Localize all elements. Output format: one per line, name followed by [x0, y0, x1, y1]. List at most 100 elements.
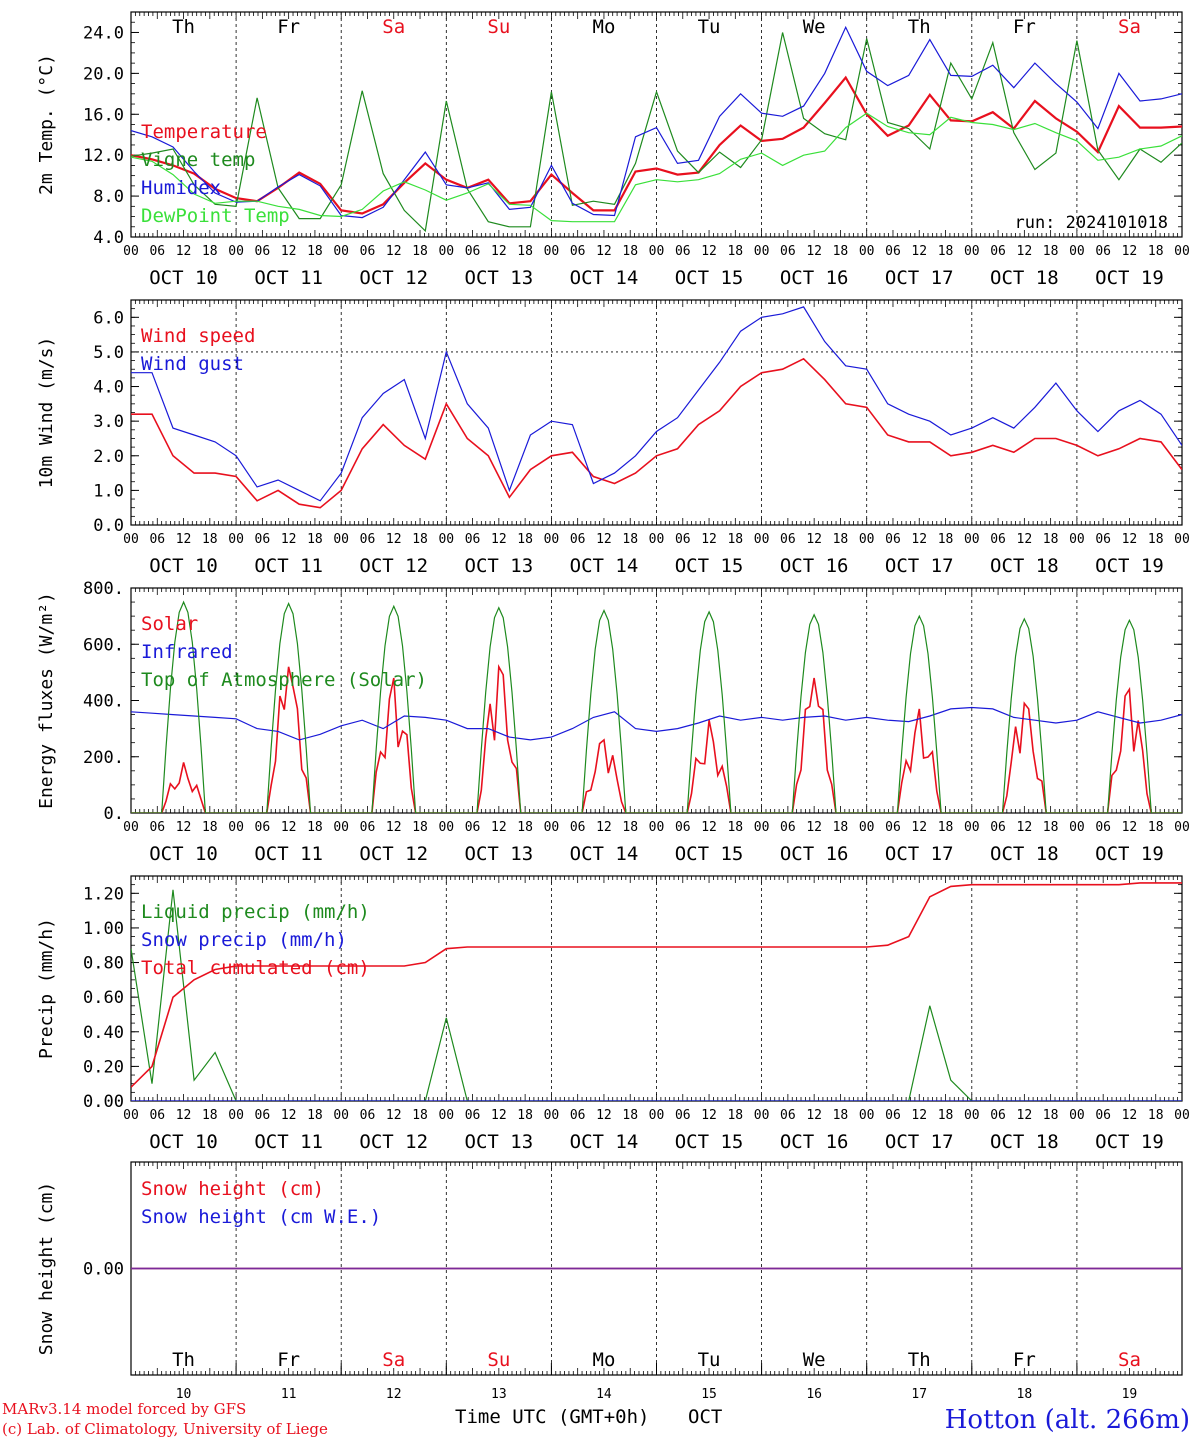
hour-tick-label: 12	[1017, 532, 1033, 547]
day-name-label: Mo	[593, 16, 616, 38]
legend-entry: Snow height (cm W.E.)	[141, 1206, 381, 1228]
hour-tick-label: 18	[622, 820, 638, 835]
hour-tick-label: 06	[675, 244, 691, 259]
hour-tick-label: 00	[859, 532, 875, 547]
day-number-label: 18	[1017, 1387, 1033, 1402]
date-label: OCT 10	[149, 843, 218, 865]
hour-tick-label: 12	[176, 244, 192, 259]
hour-tick-label: 18	[622, 1108, 638, 1123]
day-name-label: Sa	[382, 16, 405, 38]
date-label: OCT 14	[570, 555, 639, 577]
day-name-label: Su	[487, 16, 510, 38]
hour-tick-label: 18	[1148, 532, 1164, 547]
y-tick-label: 24.0	[83, 23, 124, 43]
hour-tick-label: 06	[570, 820, 586, 835]
day-name-label: Fr	[277, 16, 300, 38]
date-label: OCT 15	[675, 843, 744, 865]
date-label: OCT 18	[990, 267, 1059, 289]
hour-tick-label: 00	[228, 532, 244, 547]
day-name-label: We	[803, 1349, 826, 1371]
hour-tick-label: 12	[701, 532, 717, 547]
legend-entry: Wind gust	[141, 353, 244, 375]
hour-tick-label: 12	[1017, 820, 1033, 835]
hour-tick-label: 18	[938, 532, 954, 547]
hour-tick-label: 06	[990, 532, 1006, 547]
hour-tick-label: 12	[596, 1108, 612, 1123]
hour-tick-label: 12	[491, 820, 507, 835]
hour-tick-label: 06	[675, 532, 691, 547]
hour-tick-label: 06	[1095, 532, 1111, 547]
day-name-label: Tu	[698, 16, 721, 38]
plot-area	[131, 306, 1182, 509]
series-line-top-of-atmosphere-solar-	[131, 600, 1182, 813]
panel-energy: 0. 200. 400. 600. 800. Energy fluxes (W/m²) So…	[36, 579, 1190, 865]
hour-tick-label: 06	[149, 244, 165, 259]
plot-area	[131, 25, 1182, 233]
date-label: OCT 17	[885, 843, 954, 865]
hour-tick-label: 18	[517, 532, 533, 547]
hour-tick-label: 18	[1043, 820, 1059, 835]
date-label: OCT 15	[675, 1131, 744, 1153]
series-line-wind-gust	[131, 306, 1182, 502]
hour-tick-label: 06	[780, 244, 796, 259]
date-label: OCT 12	[359, 267, 428, 289]
hour-tick-label: 06	[255, 1108, 271, 1123]
hour-tick-label: 00	[1174, 532, 1190, 547]
y-tick-label: 400.	[83, 692, 124, 712]
legend-entry: Wind speed	[141, 325, 255, 347]
plot-area	[131, 600, 1182, 813]
y-axis-title: 10m Wind (m/s)	[36, 337, 57, 489]
hour-tick-label: 12	[1122, 1108, 1138, 1123]
hour-tick-label: 00	[123, 1108, 139, 1123]
hour-tick-label: 12	[701, 820, 717, 835]
hour-tick-label: 00	[544, 820, 560, 835]
hour-tick-label: 18	[833, 1108, 849, 1123]
hour-tick-label: 00	[754, 532, 770, 547]
date-label: OCT 19	[1095, 1131, 1164, 1153]
day-number-label: 14	[596, 1387, 612, 1402]
day-number-label: 11	[281, 1387, 297, 1402]
hour-tick-label: 00	[333, 820, 349, 835]
legend-entry: Top of Atmosphere (Solar)	[141, 669, 427, 691]
y-axis-title: 2m Temp. (°C)	[36, 54, 57, 195]
hour-tick-label: 18	[412, 532, 428, 547]
date-label: OCT 16	[780, 1131, 849, 1153]
hour-tick-label: 18	[727, 820, 743, 835]
hour-tick-label: 00	[228, 1108, 244, 1123]
date-label: OCT 18	[990, 1131, 1059, 1153]
hour-tick-label: 06	[360, 244, 376, 259]
hour-tick-label: 18	[622, 244, 638, 259]
y-axis-title: Energy fluxes (W/m²)	[36, 592, 57, 809]
hour-tick-label: 06	[990, 1108, 1006, 1123]
hour-tick-label: 12	[701, 1108, 717, 1123]
day-name-label: Tu	[698, 1349, 721, 1371]
hour-tick-label: 00	[544, 1108, 560, 1123]
hour-tick-label: 12	[701, 244, 717, 259]
y-tick-label: 0.80	[83, 954, 124, 974]
hour-tick-label: 06	[990, 244, 1006, 259]
hour-tick-label: 00	[1069, 1108, 1085, 1123]
day-number-label: 15	[701, 1387, 717, 1402]
hour-tick-label: 00	[438, 244, 454, 259]
hour-tick-label: 06	[255, 532, 271, 547]
station-title: Hotton (alt. 266m)	[945, 1405, 1190, 1435]
hour-tick-label: 06	[885, 820, 901, 835]
day-name-label: Fr	[1013, 16, 1036, 38]
hour-tick-label: 18	[307, 820, 323, 835]
y-axis-title: Precip (mm/h)	[36, 918, 57, 1059]
y-tick-label: 800.	[83, 579, 124, 599]
hour-tick-label: 00	[754, 1108, 770, 1123]
legend-entry: Liquid precip (mm/h)	[141, 901, 370, 923]
y-tick-label: 6.0	[93, 308, 124, 328]
date-label: OCT 13	[465, 267, 534, 289]
date-label: OCT 18	[990, 555, 1059, 577]
hour-tick-label: 00	[754, 244, 770, 259]
hour-tick-label: 12	[281, 1108, 297, 1123]
hour-tick-label: 12	[491, 1108, 507, 1123]
day-name-label: We	[803, 16, 826, 38]
date-label: OCT 14	[570, 843, 639, 865]
day-number-label: 17	[911, 1387, 927, 1402]
date-label: OCT 11	[254, 843, 323, 865]
hour-tick-label: 12	[281, 244, 297, 259]
hour-tick-label: 18	[727, 244, 743, 259]
